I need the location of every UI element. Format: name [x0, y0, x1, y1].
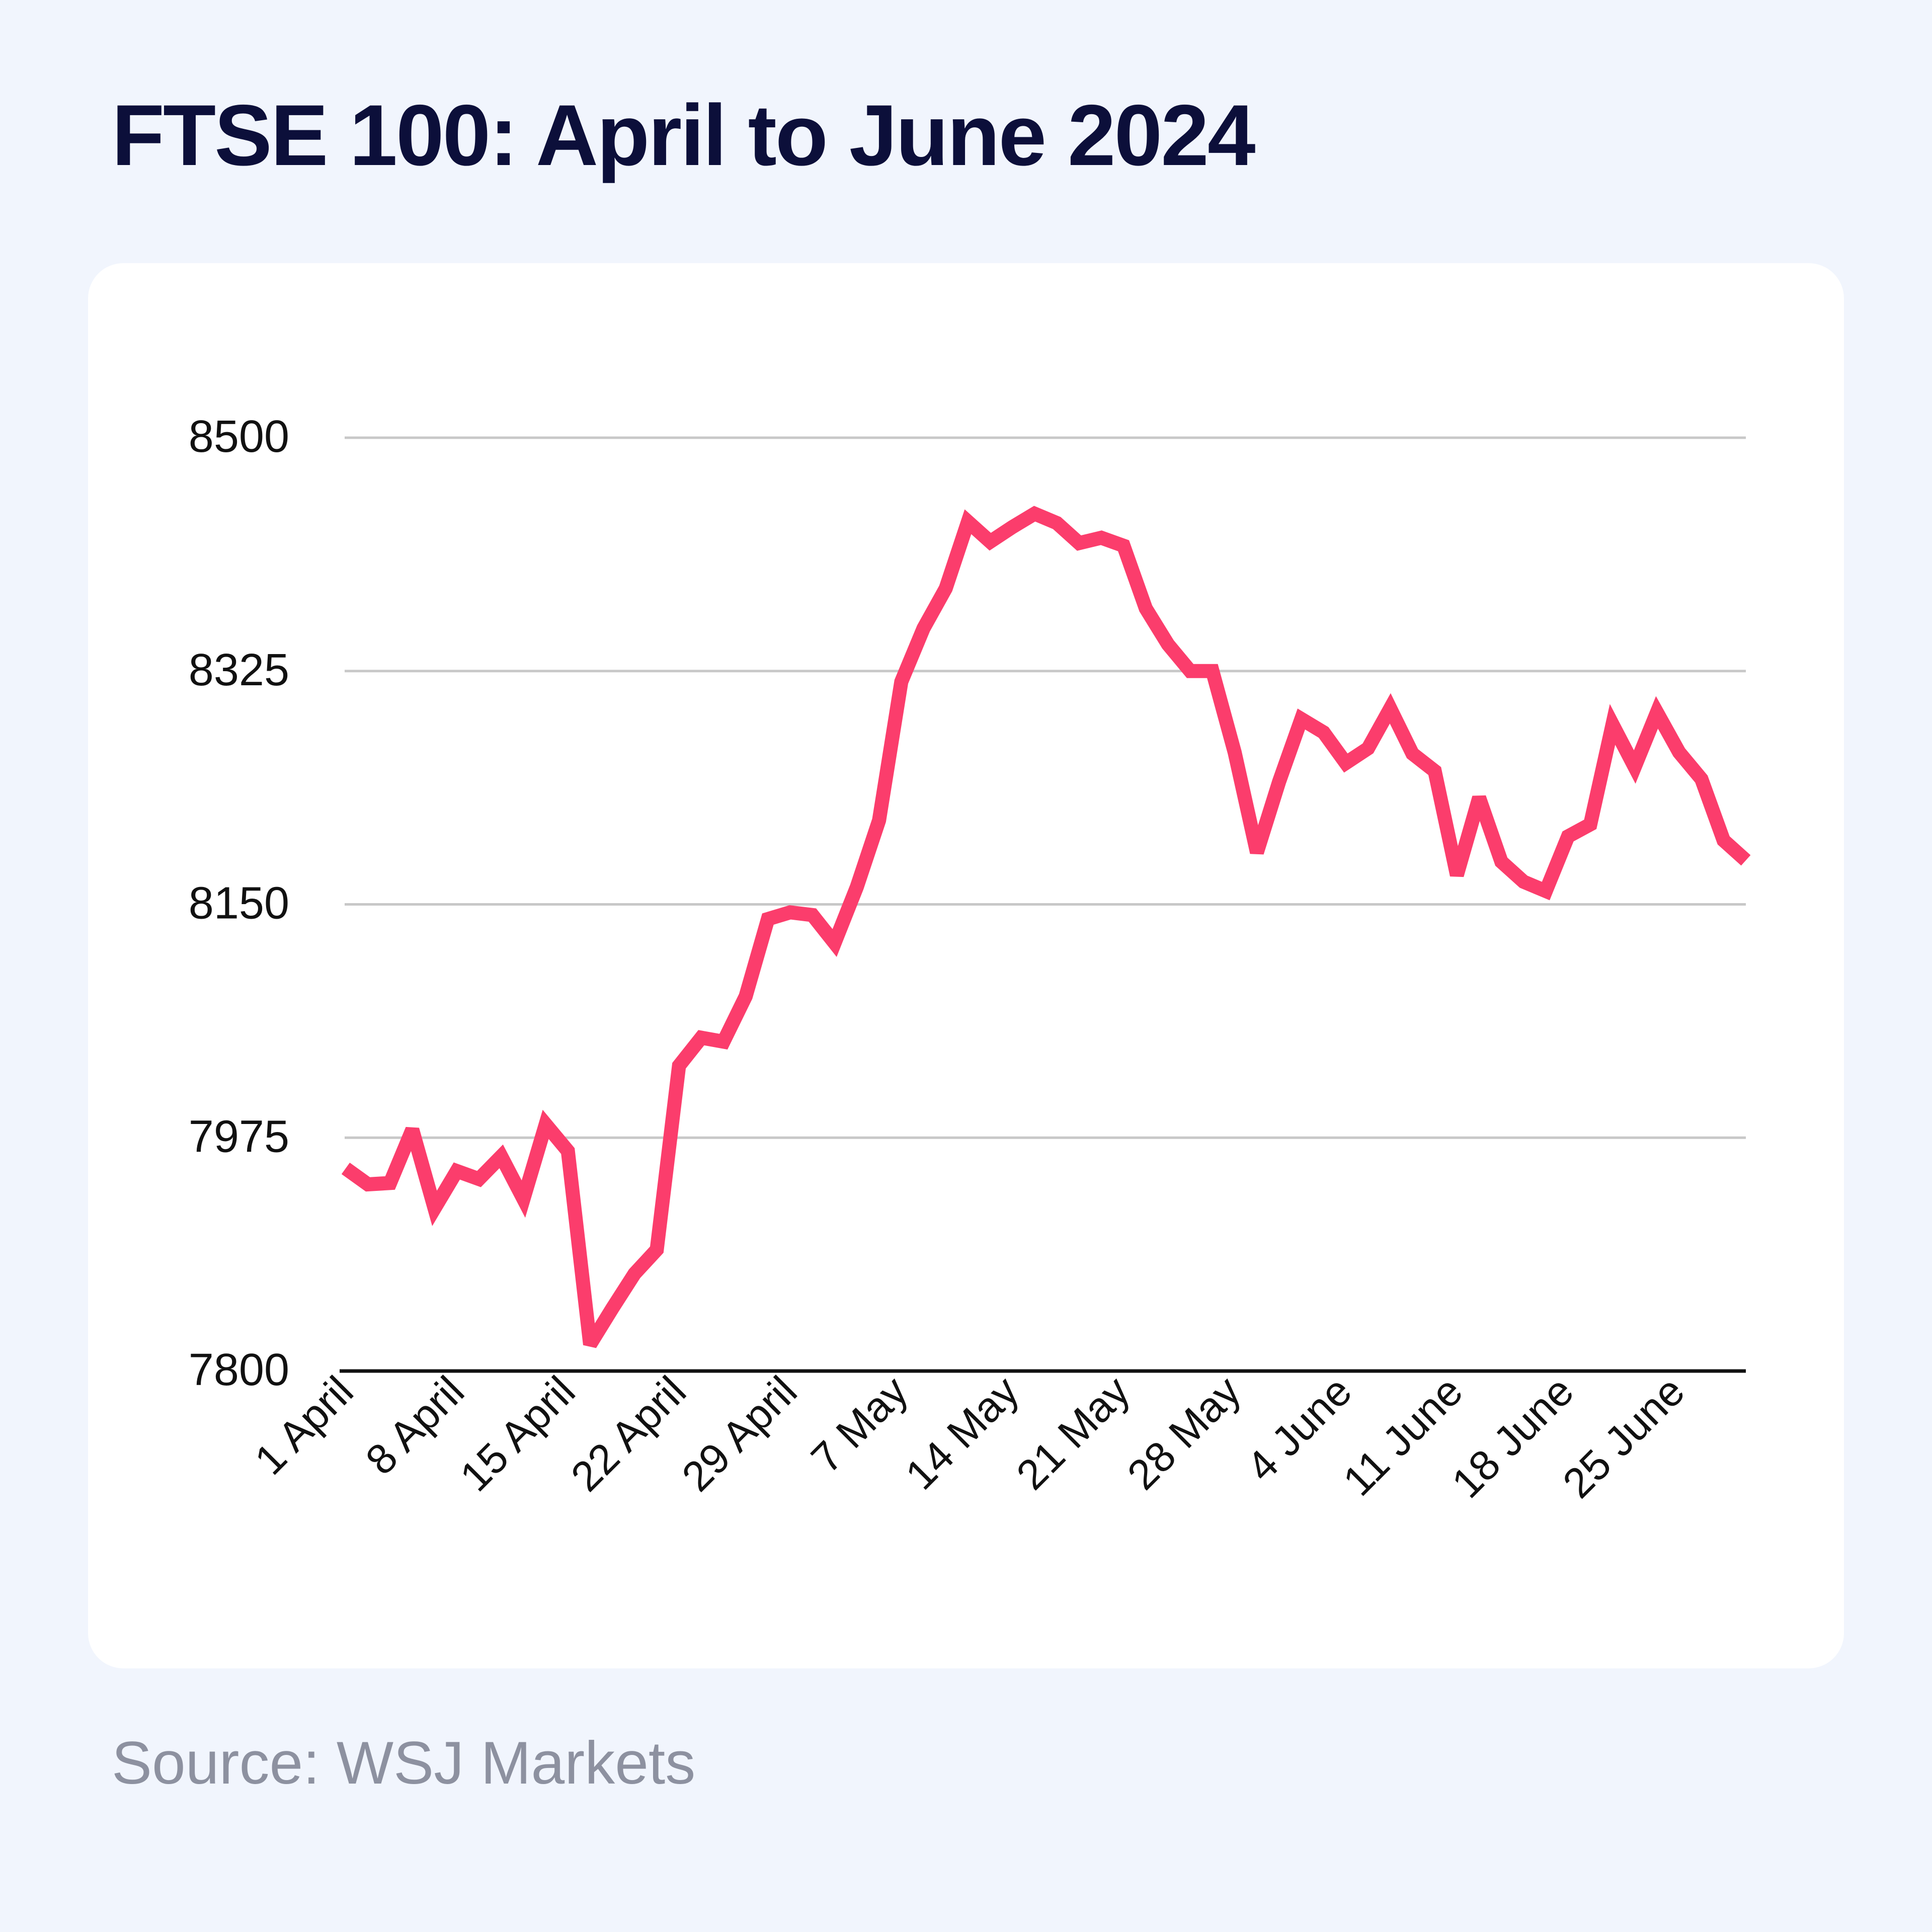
series-line: [341, 506, 1751, 1348]
x-tick-label: 11 June: [1334, 1367, 1471, 1504]
x-tick-label: 18 June: [1442, 1367, 1582, 1507]
source-note: Source: WSJ Markets: [112, 1729, 696, 1797]
y-tick-label: 8500: [189, 412, 289, 462]
x-tick-label: 14 May: [896, 1367, 1027, 1498]
x-tick-label: 28 May: [1118, 1367, 1249, 1498]
page-title: FTSE 100: April to June 2024: [112, 87, 1256, 184]
y-tick-label: 8150: [189, 878, 289, 929]
y-axis-tick-labels: 7800 7975 8150 8325 8500: [189, 412, 289, 1395]
chart-card: 7800 7975 8150 8325 8500 1 April 8 April 15 Ap…: [88, 263, 1844, 1668]
y-tick-label: 7800: [189, 1345, 289, 1395]
x-tick-label: 21 May: [1007, 1367, 1139, 1498]
x-tick-label: 15 April: [451, 1367, 584, 1500]
x-tick-label: 29 April: [673, 1367, 806, 1500]
gridlines: [340, 436, 1746, 1373]
x-tick-label: 22 April: [562, 1367, 695, 1500]
x-tick-label: 25 June: [1554, 1367, 1694, 1507]
y-tick-label: 8325: [189, 645, 289, 695]
y-tick-label: 7975: [189, 1111, 289, 1162]
series-layer: [341, 506, 1751, 1348]
